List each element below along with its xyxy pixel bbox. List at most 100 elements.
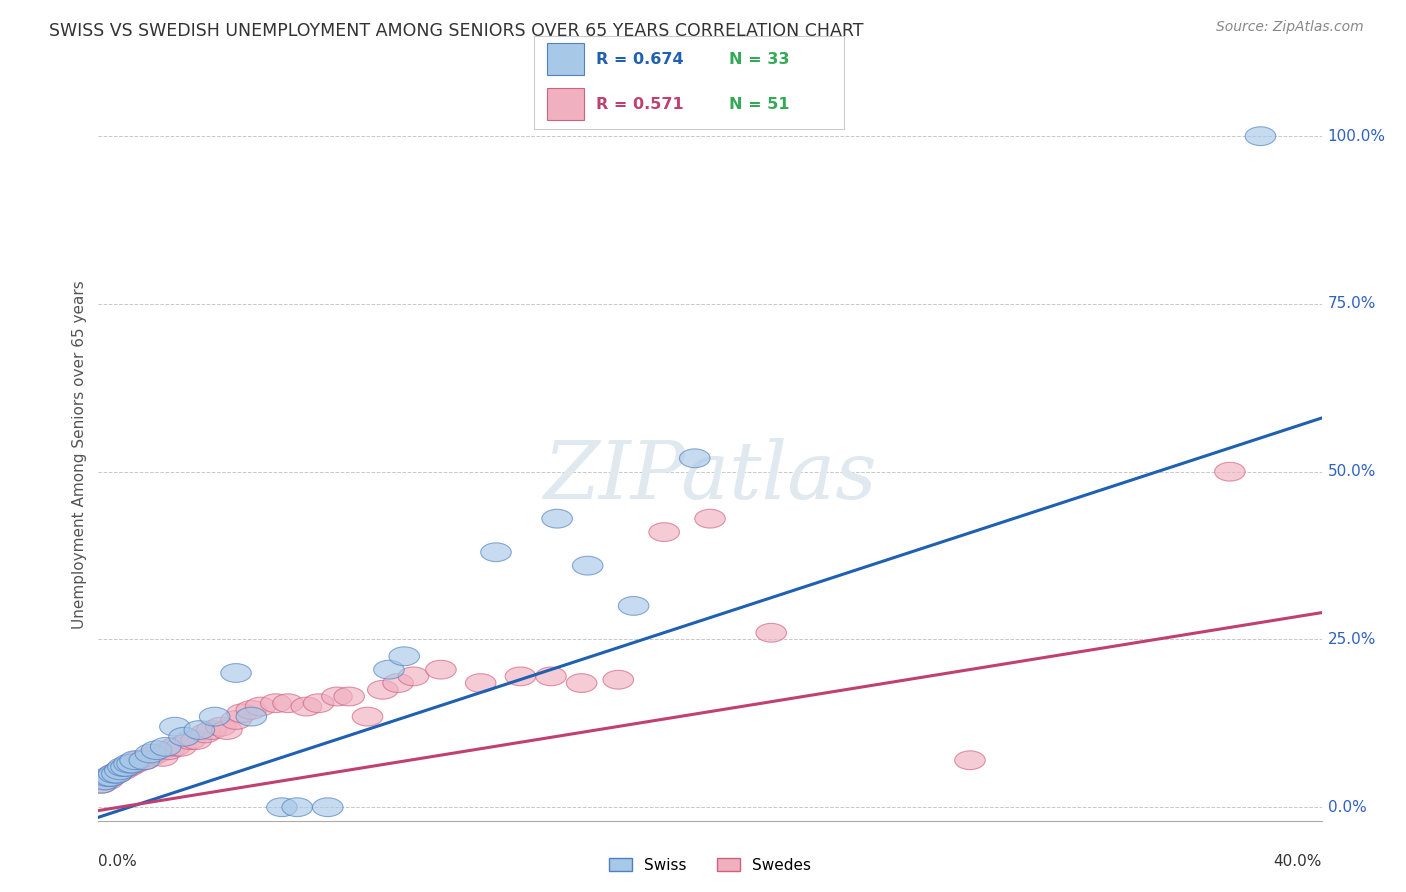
Text: 40.0%: 40.0% [1274, 854, 1322, 869]
Ellipse shape [135, 747, 166, 766]
Ellipse shape [111, 757, 141, 776]
Ellipse shape [120, 755, 150, 773]
Ellipse shape [603, 670, 634, 690]
Ellipse shape [536, 667, 567, 686]
Ellipse shape [108, 757, 138, 776]
Ellipse shape [148, 747, 179, 766]
Ellipse shape [1246, 127, 1275, 145]
Ellipse shape [505, 667, 536, 686]
Text: 25.0%: 25.0% [1327, 632, 1376, 647]
Ellipse shape [114, 755, 145, 773]
Ellipse shape [111, 757, 141, 776]
Ellipse shape [541, 509, 572, 528]
Ellipse shape [281, 797, 312, 816]
Ellipse shape [129, 751, 160, 770]
Ellipse shape [104, 761, 135, 780]
Ellipse shape [135, 744, 166, 763]
Ellipse shape [619, 597, 648, 615]
Ellipse shape [141, 744, 172, 763]
Ellipse shape [205, 717, 236, 736]
Y-axis label: Unemployment Among Seniors over 65 years: Unemployment Among Seniors over 65 years [72, 281, 87, 629]
Ellipse shape [312, 797, 343, 816]
Ellipse shape [166, 738, 197, 756]
Ellipse shape [200, 707, 231, 726]
Text: R = 0.674: R = 0.674 [596, 52, 683, 67]
Ellipse shape [96, 768, 127, 787]
Ellipse shape [150, 738, 181, 756]
Ellipse shape [221, 664, 252, 682]
Ellipse shape [1215, 462, 1246, 481]
Ellipse shape [160, 738, 190, 756]
Ellipse shape [481, 543, 512, 562]
Ellipse shape [86, 774, 117, 793]
Ellipse shape [333, 687, 364, 706]
FancyBboxPatch shape [547, 43, 583, 75]
Ellipse shape [93, 771, 122, 789]
Ellipse shape [197, 721, 226, 739]
Legend: Swiss, Swedes: Swiss, Swedes [603, 852, 817, 879]
Ellipse shape [955, 751, 986, 770]
Text: N = 33: N = 33 [730, 52, 790, 67]
Ellipse shape [648, 523, 679, 541]
Ellipse shape [117, 755, 148, 773]
Ellipse shape [374, 660, 405, 679]
Ellipse shape [108, 761, 138, 780]
Ellipse shape [89, 771, 120, 789]
Ellipse shape [226, 704, 257, 723]
Ellipse shape [174, 731, 205, 749]
Ellipse shape [190, 724, 221, 743]
Ellipse shape [153, 740, 184, 760]
Ellipse shape [169, 727, 200, 746]
Ellipse shape [572, 557, 603, 575]
Text: 50.0%: 50.0% [1327, 464, 1376, 479]
Ellipse shape [465, 673, 496, 692]
Ellipse shape [291, 698, 322, 716]
Ellipse shape [117, 755, 148, 773]
Ellipse shape [129, 751, 160, 770]
Text: Source: ZipAtlas.com: Source: ZipAtlas.com [1216, 20, 1364, 34]
Text: 0.0%: 0.0% [1327, 800, 1367, 814]
Text: SWISS VS SWEDISH UNEMPLOYMENT AMONG SENIORS OVER 65 YEARS CORRELATION CHART: SWISS VS SWEDISH UNEMPLOYMENT AMONG SENI… [49, 22, 863, 40]
Ellipse shape [104, 761, 135, 780]
Ellipse shape [141, 740, 172, 760]
Ellipse shape [93, 768, 122, 787]
Ellipse shape [695, 509, 725, 528]
Ellipse shape [86, 774, 117, 793]
Text: R = 0.571: R = 0.571 [596, 96, 683, 112]
Ellipse shape [426, 660, 456, 679]
Ellipse shape [114, 757, 145, 776]
Text: 100.0%: 100.0% [1327, 128, 1386, 144]
Ellipse shape [236, 700, 267, 719]
Ellipse shape [98, 764, 129, 783]
Ellipse shape [211, 721, 242, 739]
Ellipse shape [184, 721, 215, 739]
Ellipse shape [221, 711, 252, 730]
Ellipse shape [98, 764, 129, 783]
Ellipse shape [389, 647, 419, 665]
Ellipse shape [382, 673, 413, 692]
Ellipse shape [236, 707, 267, 726]
FancyBboxPatch shape [547, 88, 583, 120]
Text: ZIPatlas: ZIPatlas [543, 438, 877, 516]
Ellipse shape [398, 667, 429, 686]
Ellipse shape [245, 698, 276, 716]
Ellipse shape [267, 797, 297, 816]
Ellipse shape [101, 764, 132, 783]
Ellipse shape [367, 681, 398, 699]
Ellipse shape [304, 694, 333, 713]
Ellipse shape [322, 687, 353, 706]
Text: 75.0%: 75.0% [1327, 296, 1376, 311]
Ellipse shape [181, 731, 211, 749]
Ellipse shape [89, 771, 120, 789]
Ellipse shape [260, 694, 291, 713]
Text: 0.0%: 0.0% [98, 854, 138, 869]
Ellipse shape [160, 717, 190, 736]
Ellipse shape [273, 694, 304, 713]
Ellipse shape [756, 624, 786, 642]
Ellipse shape [353, 707, 382, 726]
Ellipse shape [120, 751, 150, 770]
Ellipse shape [101, 764, 132, 783]
Ellipse shape [122, 751, 153, 770]
Text: N = 51: N = 51 [730, 96, 790, 112]
Ellipse shape [96, 768, 127, 787]
